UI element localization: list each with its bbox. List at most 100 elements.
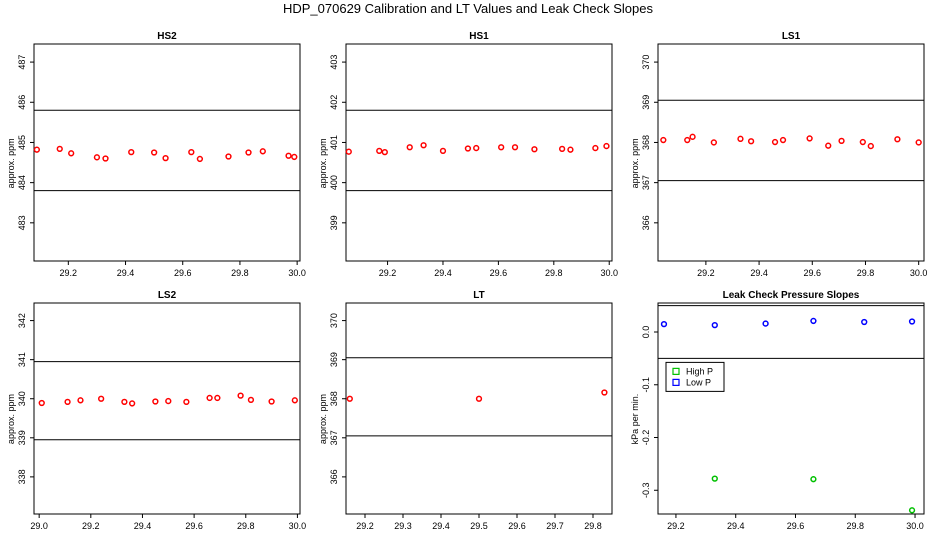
panel-title: Leak Check Pressure Slopes bbox=[723, 290, 860, 301]
data-point: LS1: 29.37, 368.03 bbox=[747, 138, 755, 145]
chart-panel: HS1 29.2 29.4 29.6 29.8 30.0 399 400 401 402 403 ap… bbox=[318, 31, 618, 278]
x-tick-label: 29.8 bbox=[231, 268, 249, 278]
data-point: HS1: 29.99, 400.91 bbox=[603, 142, 610, 150]
plot-frame bbox=[345, 302, 613, 515]
x-tick-label: 30.0 bbox=[600, 268, 618, 278]
x-tick-label: 29.8 bbox=[584, 521, 602, 531]
data-point: Low P: 29.5, 0.016 bbox=[762, 320, 769, 327]
y-tick-label: 400 bbox=[329, 175, 339, 190]
chart-panel: LS1 29.2 29.4 29.6 29.8 30.0 366 367 368 369 370 ap… bbox=[630, 31, 927, 278]
plot-frame bbox=[657, 43, 925, 262]
y-axis-label: approx. ppm bbox=[630, 138, 640, 188]
data-point: LS1: 29.82, 367.91 bbox=[867, 142, 874, 150]
panel-title: LS1 bbox=[782, 31, 801, 42]
y-tick-label: 399 bbox=[329, 215, 339, 230]
data-point: HS2: 29.54, 484.61 bbox=[162, 154, 169, 162]
chart-panel: LT 29.2 29.3 29.4 29.5 29.6 29.7 29.8 366 367 368 3… bbox=[318, 290, 613, 531]
y-tick-label: 483 bbox=[17, 215, 27, 230]
data-point: LS2: 29.36, 339.88 bbox=[128, 400, 136, 407]
x-tick-label: 29.2 bbox=[697, 268, 715, 278]
plot-frame bbox=[345, 43, 613, 262]
data-point: HS1: 29.61, 400.88 bbox=[498, 144, 505, 151]
data-point: LT: 29.16, 368 bbox=[346, 395, 353, 402]
x-tick-label: 29.4 bbox=[432, 521, 450, 531]
y-tick-label: 370 bbox=[641, 55, 651, 70]
x-tick-label: 29.0 bbox=[30, 521, 48, 531]
data-point: HS2: 29.97, 484.67 bbox=[285, 152, 292, 159]
x-tick-label: 29.4 bbox=[727, 521, 745, 531]
data-point: LS1: 29.04, 368.06 bbox=[660, 136, 667, 144]
panel-title: LS2 bbox=[158, 290, 177, 301]
data-point: HS1: 29.49, 400.85 bbox=[464, 145, 472, 152]
data-point: High P: 29.99, -0.338 bbox=[908, 507, 916, 514]
panel-title: HS1 bbox=[469, 31, 489, 42]
y-axis-label: approx. ppm bbox=[318, 394, 328, 444]
legend-box bbox=[665, 361, 725, 392]
data-point: LS2: 29.5, 339.94 bbox=[165, 397, 172, 405]
data-point: LS2: 29.69, 340.02 bbox=[214, 394, 221, 402]
data-point: HS1: 29.4, 400.79 bbox=[439, 147, 447, 155]
data-point: LS2: 29.99, 339.96 bbox=[291, 397, 298, 404]
y-tick-label: 369 bbox=[641, 95, 651, 110]
data-point: HS2: 29.3, 484.63 bbox=[93, 154, 101, 161]
y-tick-label: 340 bbox=[17, 391, 27, 406]
data-point: LS2: 29.66, 340.02 bbox=[206, 394, 213, 402]
data-point: LS2: 29.78, 340.08 bbox=[237, 392, 244, 399]
data-point: LS2: 29.57, 339.92 bbox=[183, 398, 190, 406]
data-point: LS2: 29.24, 340 bbox=[97, 395, 105, 402]
legend-label: Low P bbox=[686, 377, 711, 387]
y-tick-label: 339 bbox=[17, 430, 27, 445]
data-point: HS2: 29.88, 484.78 bbox=[259, 148, 266, 155]
data-point: HS2: 29.17, 484.84 bbox=[56, 145, 63, 153]
data-point: LS1: 29.59, 368.1 bbox=[806, 135, 813, 142]
y-axis-label: kPa per min. bbox=[630, 394, 640, 445]
legend-marker bbox=[672, 367, 680, 375]
x-tick-label: 29.6 bbox=[508, 521, 526, 531]
data-point: LS1: 29.49, 368.06 bbox=[779, 136, 787, 144]
x-tick-label: 29.4 bbox=[434, 268, 452, 278]
x-tick-label: 29.6 bbox=[174, 268, 192, 278]
x-tick-label: 29.6 bbox=[787, 521, 805, 531]
data-point: HS1: 29.73, 400.83 bbox=[531, 146, 538, 153]
data-point: HS1: 29.28, 400.88 bbox=[406, 144, 413, 151]
legend-label: High P bbox=[686, 366, 713, 376]
data-point: LS2: 29.45, 339.93 bbox=[152, 398, 159, 405]
y-tick-label: 368 bbox=[641, 135, 651, 150]
y-tick-label: 367 bbox=[641, 175, 651, 190]
y-tick-label: 370 bbox=[329, 313, 339, 328]
plot-frame bbox=[33, 302, 301, 515]
data-point: Low P: 29.66, 0.021 bbox=[810, 317, 817, 325]
data-point: HS2: 29.21, 484.73 bbox=[68, 150, 75, 157]
x-tick-label: 29.2 bbox=[60, 268, 78, 278]
data-point: LS2: 29.82, 339.97 bbox=[247, 396, 255, 404]
y-tick-label: 369 bbox=[329, 352, 339, 367]
data-point: HS1: 29.83, 400.84 bbox=[558, 145, 566, 153]
data-point: LS2: 29.33, 339.92 bbox=[121, 398, 128, 406]
x-tick-label: 29.2 bbox=[667, 521, 685, 531]
x-tick-label: 30.0 bbox=[289, 521, 307, 531]
chart-panel: Leak Check Pressure Slopes 29.2 29.4 29.6 29… bbox=[630, 290, 925, 531]
data-point: LS1: 29.46, 368.01 bbox=[771, 138, 779, 146]
x-tick-label: 29.4 bbox=[134, 521, 152, 531]
data-point: HS1: 29.17, 400.79 bbox=[376, 147, 383, 155]
x-tick-label: 30.0 bbox=[910, 268, 928, 278]
data-point: LS1: 29.92, 368.08 bbox=[894, 136, 901, 143]
data-point: HS2: 29.42, 484.76 bbox=[128, 148, 135, 156]
x-tick-label: 29.8 bbox=[237, 521, 255, 531]
panel-title: HS2 bbox=[157, 31, 177, 42]
y-tick-label: -0.2 bbox=[641, 430, 651, 446]
x-tick-label: 29.7 bbox=[546, 521, 564, 531]
y-axis-label: approx. ppm bbox=[6, 138, 16, 188]
data-point: LS1: 29.71, 368.04 bbox=[838, 137, 845, 144]
y-tick-label: 366 bbox=[329, 469, 339, 484]
data-point: Low P: 29.83, 0.019 bbox=[861, 318, 868, 326]
data-point: HS1: 29.52, 400.86 bbox=[473, 144, 480, 152]
data-point: HS1: 29.86, 400.82 bbox=[567, 146, 574, 153]
y-tick-label: 342 bbox=[17, 313, 27, 328]
x-tick-label: 29.8 bbox=[545, 268, 563, 278]
x-tick-label: 29.4 bbox=[750, 268, 768, 278]
y-tick-label: 401 bbox=[329, 135, 339, 150]
x-tick-label: 29.8 bbox=[846, 521, 864, 531]
data-point: High P: 29.33, -0.278 bbox=[711, 475, 718, 482]
plot-frame bbox=[33, 43, 301, 262]
